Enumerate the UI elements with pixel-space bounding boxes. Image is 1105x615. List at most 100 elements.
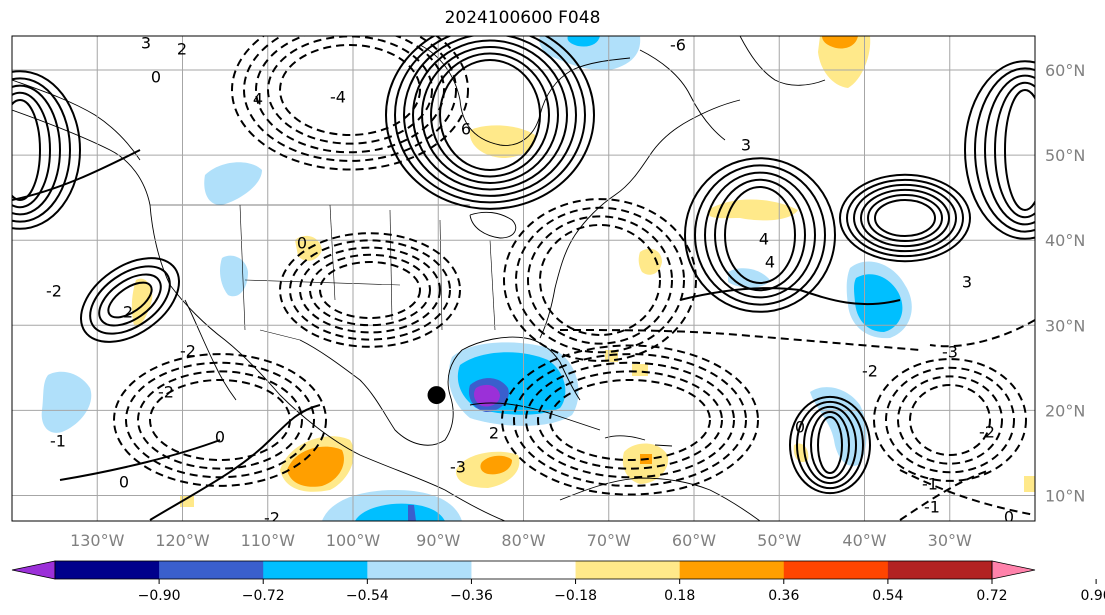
longitude-ticks: 130°W 120°W 110°W 100°W 90°W 80°W 70°W 60°W 50°W… [70, 531, 972, 550]
anomaly-shading [220, 255, 248, 297]
latitude-tick-label: 60°N [1045, 61, 1085, 80]
latitude-tick-label: 30°N [1045, 316, 1085, 335]
colorbar-tick-label: −0.90 [138, 588, 181, 604]
coastline [539, 99, 741, 339]
contour-negative [873, 358, 1027, 482]
border-line [259, 329, 301, 341]
contour-positive [846, 178, 964, 258]
longitude-tick-label: 70°W [587, 531, 631, 550]
contour-positive [839, 173, 971, 263]
contour-positive [964, 60, 1035, 240]
anomaly-shading [632, 364, 648, 376]
contour-negative [289, 239, 451, 341]
contour-positive [430, 52, 550, 178]
anomaly-shading [638, 248, 662, 275]
contour-label: 3 [962, 273, 972, 292]
colorbar-tick-label: 0.36 [768, 588, 799, 604]
colorbar-tick-label: −0.54 [346, 588, 389, 604]
contour-label: 2 [123, 303, 133, 322]
contour-positive [59, 439, 221, 481]
contour-negative [113, 353, 327, 487]
longitude-tick-label: 90°W [416, 531, 460, 550]
contour-negative [537, 370, 723, 470]
colorbar-segment [263, 561, 368, 579]
contour-label: 3 [141, 34, 151, 53]
contour-negative [899, 469, 991, 521]
contour-positive [694, 164, 826, 306]
anomaly-shading [707, 199, 798, 221]
coastline [469, 211, 517, 239]
colorbar: −0.90 −0.72 −0.54 −0.36 −0.18 0.18 0.36 0.54 0.7… [11, 560, 1105, 604]
colorbar-segment [159, 561, 264, 579]
colorbar-tick-label: 0.18 [664, 588, 695, 604]
contour-positive [439, 59, 541, 171]
contour-positive [867, 193, 943, 243]
contour-positive [789, 395, 871, 495]
contour-positive [79, 257, 181, 343]
contour-positive [810, 410, 850, 480]
contour-negative [929, 319, 1035, 348]
contour-negative [137, 370, 303, 470]
contour-positive [107, 281, 153, 319]
colorbar-extend-low [11, 560, 56, 580]
anomaly-shading [567, 36, 600, 47]
contour-label: 0 [1004, 508, 1014, 527]
map-area: 3 2046-4-63443-3-2-2000-2-2-1-22-3-20-1-1… [11, 34, 1036, 527]
contour-positive [679, 287, 901, 306]
contour-negative [267, 36, 433, 145]
contour-negative [515, 206, 685, 354]
contour-label: 4 [253, 90, 263, 109]
coastline [739, 36, 826, 86]
contour-lines [12, 36, 1035, 521]
colorbar-segment [575, 561, 681, 579]
contour-label: -1 [924, 498, 940, 517]
longitude-tick-label: 100°W [326, 531, 381, 550]
anomaly-shading [41, 371, 92, 433]
contour-negative [899, 469, 1035, 516]
contour-positive [12, 99, 41, 201]
contour-label: -1 [50, 432, 66, 451]
contour-label: -2 [46, 282, 62, 301]
contour-positive [724, 186, 796, 284]
contour-label: 0 [119, 473, 129, 492]
coastline [639, 49, 726, 141]
contour-positive [12, 84, 61, 216]
contour-positive [1004, 89, 1035, 211]
contour-negative [279, 44, 421, 136]
shaded-fields [41, 36, 1035, 521]
contour-positive [796, 400, 864, 490]
latitude-ticks: 60°N 50°N 40°N 30°N 20°N 10°N [1045, 61, 1085, 505]
anomaly-shading [180, 495, 194, 507]
colorbar-tick-label: −0.72 [242, 588, 285, 604]
contour-label: -3 [942, 343, 958, 362]
coastline [12, 109, 506, 521]
contour-positive [12, 70, 81, 230]
border-line [329, 204, 336, 301]
contour-label: -4 [330, 88, 346, 107]
contour-negative [255, 36, 445, 154]
contour-positive [89, 265, 171, 335]
contour-positive [412, 39, 568, 191]
contour-positive [860, 188, 950, 248]
contour-label: -2 [180, 342, 196, 361]
contour-negative [885, 366, 1015, 474]
colorbar-extend-high [991, 560, 1036, 580]
contour-positive [874, 199, 936, 237]
contour-positive [803, 405, 857, 485]
contour-label: -3 [450, 458, 466, 477]
contour-positive [974, 67, 1035, 233]
contour-negative [501, 344, 759, 496]
anomaly-shading [131, 278, 153, 326]
longitude-tick-label: 110°W [241, 531, 296, 550]
location-marker [427, 386, 446, 405]
contour-negative [527, 215, 673, 345]
coastline [184, 299, 237, 401]
colorbar-frame [54, 560, 993, 580]
anomaly-shading [204, 162, 262, 206]
contour-label: -2 [862, 362, 878, 381]
contour-negative [513, 353, 747, 487]
contour-label: -1 [922, 475, 938, 494]
contour-label: 3 [741, 136, 751, 155]
contour-positive [385, 36, 595, 210]
